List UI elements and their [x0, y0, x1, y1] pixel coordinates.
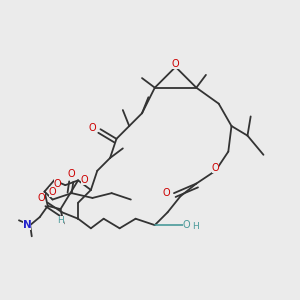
Text: O: O [183, 220, 190, 230]
Text: N: N [22, 220, 31, 230]
Text: H: H [192, 222, 199, 231]
Text: O: O [89, 123, 96, 133]
Text: O: O [162, 188, 170, 198]
Text: H: H [57, 216, 64, 225]
Text: O: O [38, 193, 45, 203]
Text: O: O [212, 163, 219, 172]
Text: O: O [49, 187, 56, 197]
Text: O: O [172, 59, 179, 69]
Text: O: O [68, 169, 76, 179]
Text: O: O [81, 176, 88, 185]
Text: O: O [53, 178, 61, 189]
